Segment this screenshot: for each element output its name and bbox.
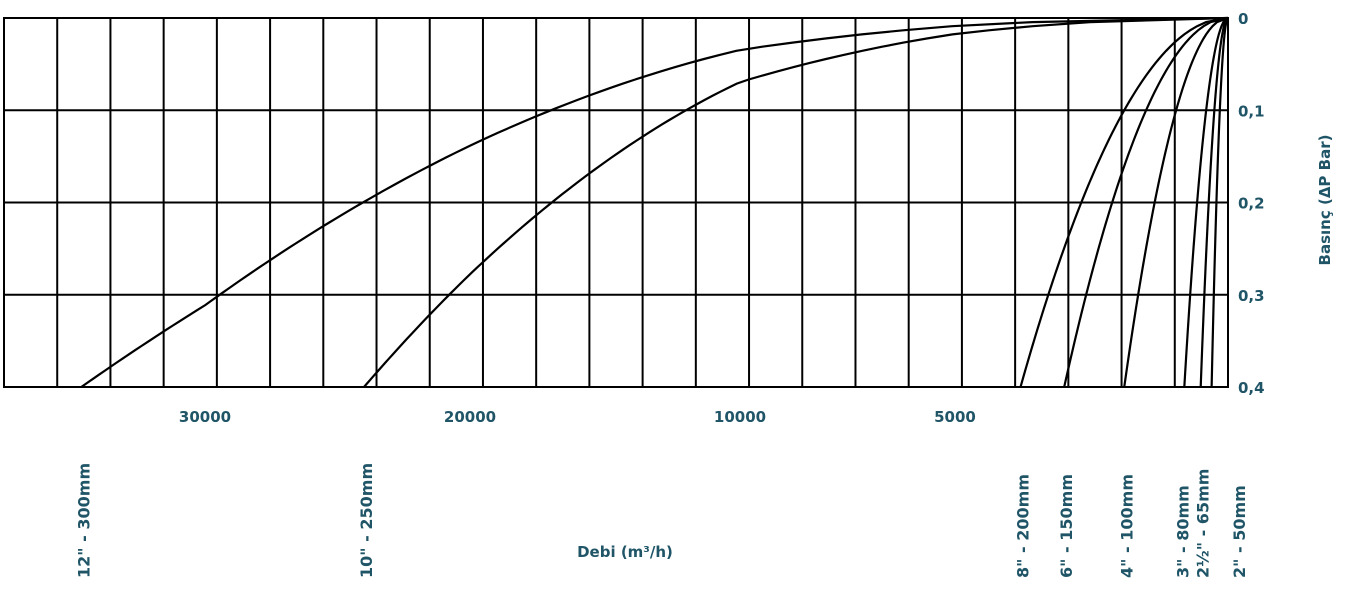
series-curve [1123, 16, 1229, 388]
y-tick-label: 0,1 [1238, 102, 1265, 120]
y-tick-label: 0,4 [1238, 379, 1265, 397]
series-curve [1199, 17, 1229, 388]
y-tick-label: 0 [1238, 10, 1248, 28]
series-label: 8" - 200mm [1014, 474, 1033, 578]
x-tick-labels: 30000 20000 10000 5000 [179, 408, 976, 426]
series-curve [1183, 17, 1229, 388]
series-curve [1063, 16, 1229, 388]
series-label: 3" - 80mm [1174, 485, 1193, 578]
series-label: 4" - 100mm [1117, 474, 1136, 578]
series-label: 6" - 150mm [1057, 474, 1076, 578]
series-curve [1019, 16, 1229, 388]
y-tick-label: 0,3 [1238, 287, 1265, 305]
x-tick-label: 30000 [179, 408, 231, 426]
series-curve [363, 16, 1229, 388]
y-tick-labels: 0 0,1 0,2 0,3 0,4 [1238, 10, 1265, 397]
series-label: 10" - 250mm [357, 463, 376, 578]
series-labels: 12" - 300mm 10" - 250mm 8" - 200mm 6" - 150… [74, 463, 1249, 578]
series-curve [1210, 17, 1230, 388]
x-tick-label: 5000 [934, 408, 976, 426]
x-tick-label: 20000 [444, 408, 496, 426]
x-tick-label: 10000 [714, 408, 766, 426]
curves [80, 16, 1230, 388]
x-axis-title: Debi (m³/h) [577, 543, 673, 561]
y-tick-label: 0,2 [1238, 195, 1265, 213]
series-curve [80, 16, 1229, 388]
series-label: 2½" - 65mm [1194, 469, 1213, 578]
series-label: 12" - 300mm [74, 463, 93, 578]
grid [3, 17, 1229, 388]
series-label: 2" - 50mm [1230, 485, 1249, 578]
y-axis-title: Basınç (ΔP Bar) [1316, 135, 1334, 266]
